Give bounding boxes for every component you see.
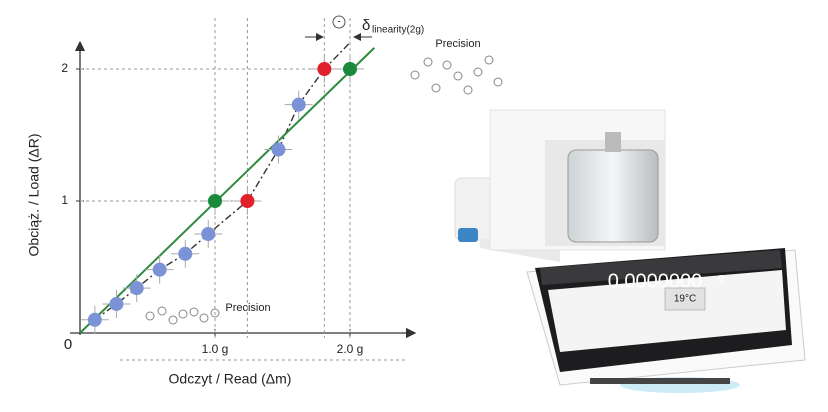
point	[109, 297, 123, 311]
page: {"chart_data": {"type": "scatter", "x_la…	[0, 0, 828, 412]
precision-label: Precision	[225, 302, 270, 314]
device-unit: g	[718, 272, 724, 284]
x-tick-label: 2.0 g	[337, 342, 364, 356]
delta-subscript: linearity(2g)	[372, 25, 424, 36]
point	[292, 98, 306, 112]
point	[88, 313, 102, 327]
point	[153, 263, 167, 277]
delta-symbol: δ	[362, 17, 370, 34]
minus-symbol: -	[337, 17, 340, 28]
y-axis-label: Obciąż. / Load (ΔR)	[26, 134, 42, 257]
point	[201, 227, 215, 241]
balance-device	[455, 110, 805, 393]
y-tick-label: 1	[61, 193, 68, 207]
point	[271, 143, 285, 157]
y-tick-label: 2	[61, 61, 68, 75]
point	[178, 247, 192, 261]
origin-label: 0	[64, 336, 72, 353]
point	[317, 62, 331, 76]
point	[240, 194, 254, 208]
fit-line	[80, 48, 374, 333]
x-axis-label: Odczyt / Read (Δm)	[169, 371, 292, 387]
x-tick-label: 1.0 g	[202, 342, 229, 356]
point	[130, 281, 144, 295]
precision-label: Precision	[435, 38, 480, 50]
device-reading: 0.0000000	[608, 270, 703, 292]
curve	[95, 43, 350, 320]
point	[343, 62, 357, 76]
chart: 0.0000000 g 19°C Odczyt / Read (Δm) Obci…	[0, 0, 828, 412]
device-temperature: 19°C	[674, 294, 696, 305]
point	[208, 194, 222, 208]
